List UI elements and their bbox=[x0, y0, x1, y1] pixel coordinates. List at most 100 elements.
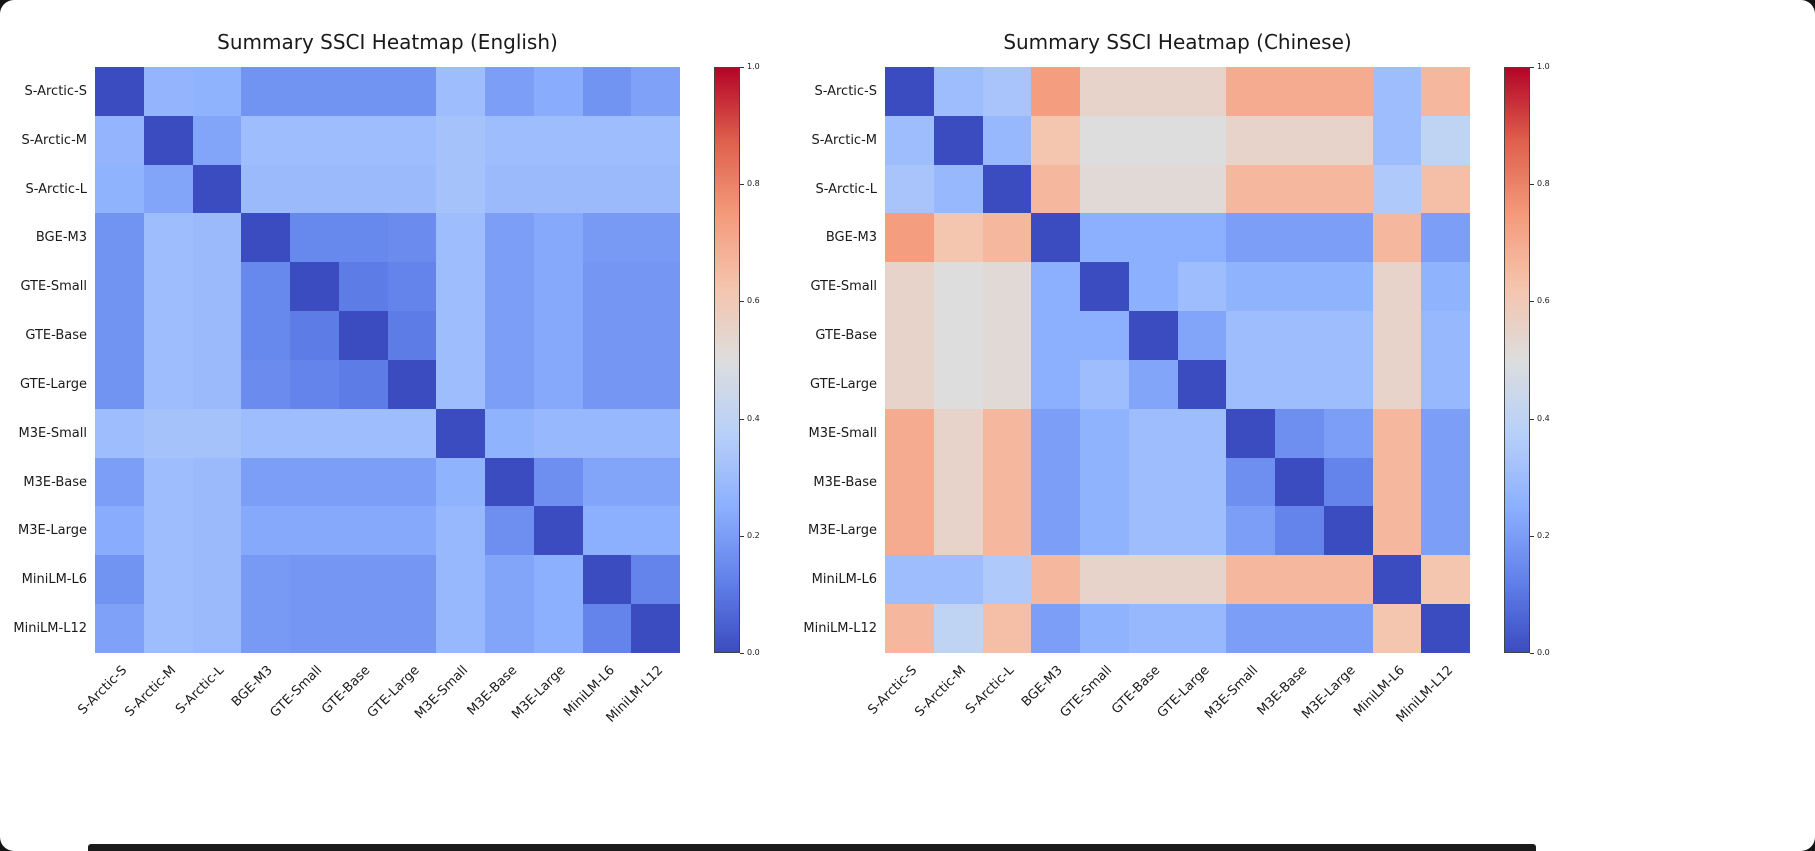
heatmap-cell bbox=[241, 262, 290, 312]
heatmap-cell bbox=[631, 115, 680, 165]
heatmap-cell bbox=[1275, 115, 1324, 165]
heatmap-cell bbox=[338, 604, 388, 653]
heatmap-cell bbox=[1177, 408, 1227, 458]
heatmap-cell bbox=[143, 164, 193, 214]
heatmap-cell bbox=[885, 457, 934, 507]
colorbar-tick-label: 0.6 bbox=[1537, 296, 1550, 306]
heatmap-cell bbox=[982, 164, 1032, 214]
heatmap-cell bbox=[582, 506, 632, 556]
heatmap-cell bbox=[1080, 555, 1129, 605]
heatmap-cell bbox=[933, 115, 983, 165]
heatmap-cell bbox=[290, 604, 339, 653]
heatmap-cell bbox=[95, 359, 144, 409]
heatmap-cell bbox=[1080, 359, 1129, 409]
heatmap-cell bbox=[192, 457, 242, 507]
heatmap-cell bbox=[290, 311, 339, 360]
heatmap-cell bbox=[1372, 555, 1422, 605]
heatmap-panel-chinese: Summary SSCI Heatmap (Chinese) S-Arctic-… bbox=[790, 0, 1580, 851]
heatmap-cell bbox=[1372, 359, 1422, 409]
heatmap-cell bbox=[1275, 506, 1324, 556]
y-axis-tick-label: GTE-Large bbox=[19, 376, 87, 392]
heatmap-cell bbox=[436, 164, 485, 214]
heatmap-cell bbox=[631, 555, 680, 605]
heatmap-cell bbox=[533, 408, 583, 458]
heatmap-cell bbox=[1031, 311, 1080, 360]
heatmap-cell bbox=[436, 359, 485, 409]
heatmap-cell bbox=[290, 213, 339, 263]
heatmap-cell bbox=[1372, 506, 1422, 556]
heatmap-cell bbox=[436, 408, 485, 458]
colorbar-tick-label: 0.2 bbox=[747, 530, 760, 540]
heatmap-cell bbox=[933, 408, 983, 458]
heatmap-cell bbox=[1177, 164, 1227, 214]
heatmap-cell bbox=[933, 262, 983, 312]
x-axis-tick-label: S-Arctic-M bbox=[911, 663, 969, 720]
heatmap-cell bbox=[582, 457, 632, 507]
colorbar-tick-label: 0.8 bbox=[747, 179, 760, 189]
x-axis-tick-label: S-Arctic-L bbox=[963, 663, 1018, 718]
heatmap-cell bbox=[1275, 457, 1324, 507]
heatmap-cell bbox=[631, 213, 680, 263]
heatmap-cell bbox=[338, 164, 388, 214]
y-axis-tick-label: S-Arctic-M bbox=[21, 132, 87, 148]
heatmap-cell bbox=[533, 262, 583, 312]
heatmap-cell bbox=[933, 457, 983, 507]
heatmap-cell bbox=[1421, 262, 1470, 312]
heatmap-cell bbox=[533, 359, 583, 409]
heatmap-cell bbox=[1226, 115, 1275, 165]
heatmap-cell bbox=[338, 67, 388, 116]
heatmap-cell bbox=[885, 115, 934, 165]
heatmap-cell bbox=[1226, 262, 1275, 312]
heatmap-cell bbox=[1323, 506, 1373, 556]
heatmap-cell bbox=[1128, 115, 1178, 165]
heatmap-cell bbox=[1177, 555, 1227, 605]
heatmap-cell bbox=[1177, 67, 1227, 116]
heatmap-cell bbox=[387, 506, 437, 556]
heatmap-cell bbox=[1080, 115, 1129, 165]
y-axis-tick-label: BGE-M3 bbox=[35, 230, 87, 246]
heatmap-cell bbox=[1128, 506, 1178, 556]
heatmap-cell bbox=[1128, 604, 1178, 653]
heatmap-cell bbox=[631, 604, 680, 653]
heatmap-cell bbox=[95, 67, 144, 116]
heatmap-cell bbox=[982, 115, 1032, 165]
heatmap-cell bbox=[143, 311, 193, 360]
heatmap-cell bbox=[1372, 67, 1422, 116]
colorbar-tick-mark bbox=[740, 301, 744, 303]
colorbar-tick-label: 0.0 bbox=[1537, 648, 1550, 657]
heatmap-cell bbox=[982, 67, 1032, 116]
heatmap-cell bbox=[95, 311, 144, 360]
heatmap-cell bbox=[1128, 262, 1178, 312]
heatmap-cell bbox=[1323, 311, 1373, 360]
heatmap-cell bbox=[582, 359, 632, 409]
heatmap-cell bbox=[1080, 164, 1129, 214]
heatmap-cell bbox=[143, 359, 193, 409]
heatmap-cell bbox=[485, 311, 534, 360]
y-axis-tick-label: M3E-Base bbox=[813, 474, 877, 490]
heatmap-cell bbox=[241, 555, 290, 605]
heatmap-cell bbox=[192, 311, 242, 360]
y-axis-tick-label: MiniLM-L12 bbox=[803, 621, 877, 637]
y-axis-tick-label: GTE-Base bbox=[815, 328, 877, 344]
colorbar-tick-mark bbox=[1530, 535, 1534, 537]
heatmap-cell bbox=[290, 164, 339, 214]
heatmap-cell bbox=[1128, 67, 1178, 116]
heatmap-cell bbox=[143, 67, 193, 116]
heatmap-cell bbox=[582, 262, 632, 312]
heatmap-cell bbox=[1080, 262, 1129, 312]
heatmap-cell bbox=[1323, 262, 1373, 312]
heatmap-cell bbox=[982, 604, 1032, 653]
y-axis-tick-label: MiniLM-L6 bbox=[811, 572, 877, 588]
heatmap-cell bbox=[1031, 262, 1080, 312]
heatmap-cell bbox=[885, 311, 934, 360]
heatmap-cell bbox=[387, 213, 437, 263]
heatmap-cell bbox=[631, 262, 680, 312]
heatmap-cell bbox=[436, 115, 485, 165]
heatmap-cell bbox=[982, 262, 1032, 312]
y-axis-tick-label: M3E-Large bbox=[808, 523, 877, 539]
heatmap-cell bbox=[1372, 115, 1422, 165]
heatmap-cell bbox=[192, 408, 242, 458]
heatmap-cell bbox=[95, 555, 144, 605]
heatmap-cell bbox=[436, 604, 485, 653]
y-axis-tick-label: GTE-Large bbox=[809, 376, 877, 392]
